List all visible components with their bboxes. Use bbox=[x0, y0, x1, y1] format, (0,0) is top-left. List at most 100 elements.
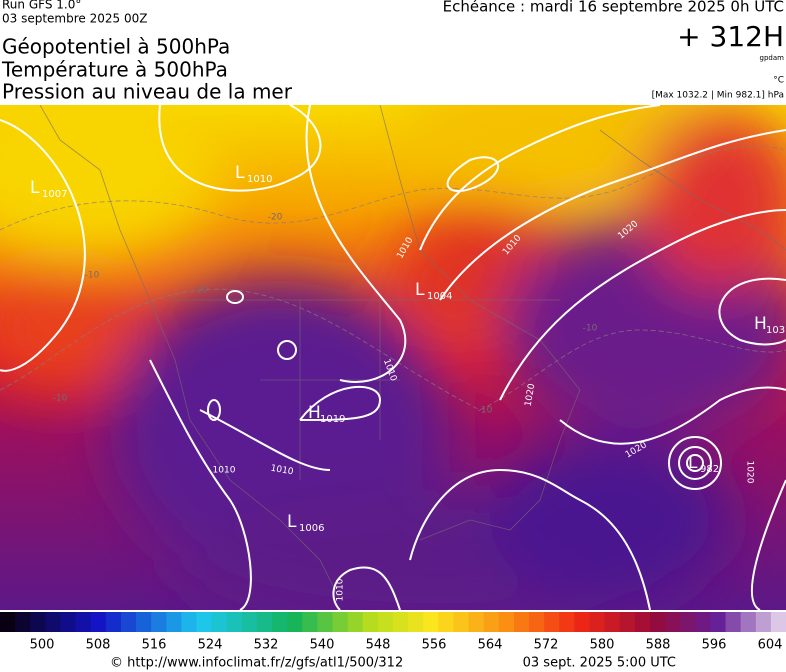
pressure-center-letter: L bbox=[30, 178, 40, 198]
temperature-label: -10 bbox=[193, 286, 208, 296]
colorbar-swatch bbox=[695, 612, 711, 632]
pressure-center-value: 1004 bbox=[427, 291, 452, 302]
colorbar-label: 548 bbox=[366, 638, 391, 653]
map-title: Géopotentiel à 500hPa bbox=[2, 35, 230, 59]
colorbar-swatch bbox=[680, 612, 696, 632]
colorbar-swatch bbox=[604, 612, 621, 632]
colorbar-swatch bbox=[649, 612, 666, 632]
source-url: © http://www.infoclimat.fr/z/gfs/atl1/50… bbox=[110, 656, 403, 671]
colorbar-swatch bbox=[483, 612, 500, 632]
run-label: Run GFS 1.0° bbox=[2, 0, 81, 12]
colorbar-swatch bbox=[317, 612, 334, 632]
colorbar-label: 596 bbox=[702, 638, 727, 653]
colorbar-swatch bbox=[30, 612, 46, 632]
colorbar-label: 604 bbox=[758, 638, 783, 653]
pressure-center-letter: H bbox=[308, 403, 321, 423]
colorbar-swatch bbox=[0, 612, 16, 632]
pressure-center-value: 1019 bbox=[320, 414, 345, 425]
colorbar-swatch bbox=[423, 612, 439, 632]
isobars bbox=[0, 105, 786, 610]
colorbar: 500 508 516 524 532 540 548 556 564 572 580 588 596 6… bbox=[0, 612, 786, 653]
colorbar-swatch bbox=[15, 612, 31, 632]
run-date: 03 septembre 2025 00Z bbox=[2, 12, 147, 26]
pressure-center-letter: L bbox=[235, 163, 245, 183]
colorbar-swatch bbox=[408, 612, 424, 632]
lead-time: + 312H bbox=[677, 20, 784, 53]
generated-time: 03 sept. 2025 5:00 UTC bbox=[523, 656, 676, 671]
temperature-label: -10 bbox=[478, 406, 493, 416]
colorbar-swatch bbox=[347, 612, 364, 632]
colorbar-swatch bbox=[377, 612, 394, 632]
colorbar-swatch bbox=[559, 612, 575, 632]
colorbar-swatch bbox=[529, 612, 545, 632]
pressure-range: [Max 1032.2 | Min 982.1] hPa bbox=[652, 91, 784, 101]
colorbar-swatch bbox=[362, 612, 379, 632]
temperature-field bbox=[0, 105, 786, 610]
colorbar-swatch bbox=[166, 612, 182, 632]
pressure-center-letter: L bbox=[415, 280, 425, 300]
pressure-center-value: 1006 bbox=[299, 523, 324, 534]
colorbar-label: 516 bbox=[142, 638, 167, 653]
temperature-label: -10 bbox=[583, 324, 598, 334]
pressure-center-value: 103 bbox=[766, 325, 785, 336]
colorbar-swatch bbox=[272, 612, 288, 632]
isobar-label: 1010 bbox=[213, 466, 236, 476]
colorbar-swatch bbox=[181, 612, 197, 632]
colorbar-label: 588 bbox=[646, 638, 671, 653]
colorbar-swatch bbox=[619, 612, 636, 632]
colorbar-swatch bbox=[105, 612, 122, 632]
colorbar-swatch bbox=[226, 612, 243, 632]
map-title: Température à 500hPa bbox=[1, 58, 228, 82]
colorbar-swatch bbox=[589, 612, 606, 632]
colorbar-swatch bbox=[211, 612, 228, 632]
isobar-label: 1010 bbox=[270, 464, 295, 478]
colorbar-swatch bbox=[453, 612, 470, 632]
colorbar-swatch bbox=[544, 612, 560, 632]
colorbar-label: 564 bbox=[478, 638, 503, 653]
colorbar-swatch bbox=[755, 612, 772, 632]
pressure-center-value: 1007 bbox=[42, 189, 67, 200]
pressure-center-letter: L bbox=[688, 453, 698, 473]
colorbar-swatch bbox=[393, 612, 409, 632]
colorbar-label: 532 bbox=[254, 638, 279, 653]
colorbar-swatch bbox=[196, 612, 213, 632]
map-title: Pression au niveau de la mer bbox=[2, 80, 293, 104]
colorbar-swatch bbox=[151, 612, 167, 632]
isotherms bbox=[0, 145, 786, 411]
colorbar-label: 580 bbox=[590, 638, 615, 653]
colorbar-swatch bbox=[45, 612, 61, 632]
colorbar-label: 572 bbox=[534, 638, 559, 653]
colorbar-swatch bbox=[725, 612, 742, 632]
colorbar-swatch bbox=[740, 612, 757, 632]
colorbar-swatch bbox=[75, 612, 92, 632]
colorbar-swatch bbox=[513, 612, 530, 632]
colorbar-swatch bbox=[665, 612, 681, 632]
colorbar-swatch bbox=[438, 612, 454, 632]
colorbar-label: 500 bbox=[30, 638, 55, 653]
colorbar-swatch bbox=[574, 612, 590, 632]
isobar-label: 1020 bbox=[745, 461, 755, 484]
pressure-center-letter: H bbox=[754, 314, 767, 334]
colorbar-swatch bbox=[710, 612, 727, 632]
temperature-unit: °C bbox=[773, 76, 784, 86]
colorbar-label: 524 bbox=[198, 638, 223, 653]
colorbar-label: 556 bbox=[422, 638, 447, 653]
temperature-label: -20 bbox=[268, 213, 283, 223]
colorbar-swatch bbox=[634, 612, 651, 632]
colorbar-swatch bbox=[302, 612, 318, 632]
colorbar-label: 540 bbox=[310, 638, 335, 653]
pressure-center-value: 1010 bbox=[247, 174, 272, 185]
coastlines bbox=[39, 105, 786, 601]
colorbar-swatch bbox=[256, 612, 273, 632]
colorbar-swatch bbox=[241, 612, 258, 632]
colorbar-swatch bbox=[120, 612, 137, 632]
colorbar-swatch bbox=[136, 612, 152, 632]
colorbar-swatch bbox=[90, 612, 107, 632]
pressure-center-letter: L bbox=[287, 512, 297, 532]
pressure-center-value: 982 bbox=[700, 464, 719, 475]
lead-unit: gpdam bbox=[760, 54, 785, 62]
isobar-label: 1020 bbox=[524, 383, 538, 408]
